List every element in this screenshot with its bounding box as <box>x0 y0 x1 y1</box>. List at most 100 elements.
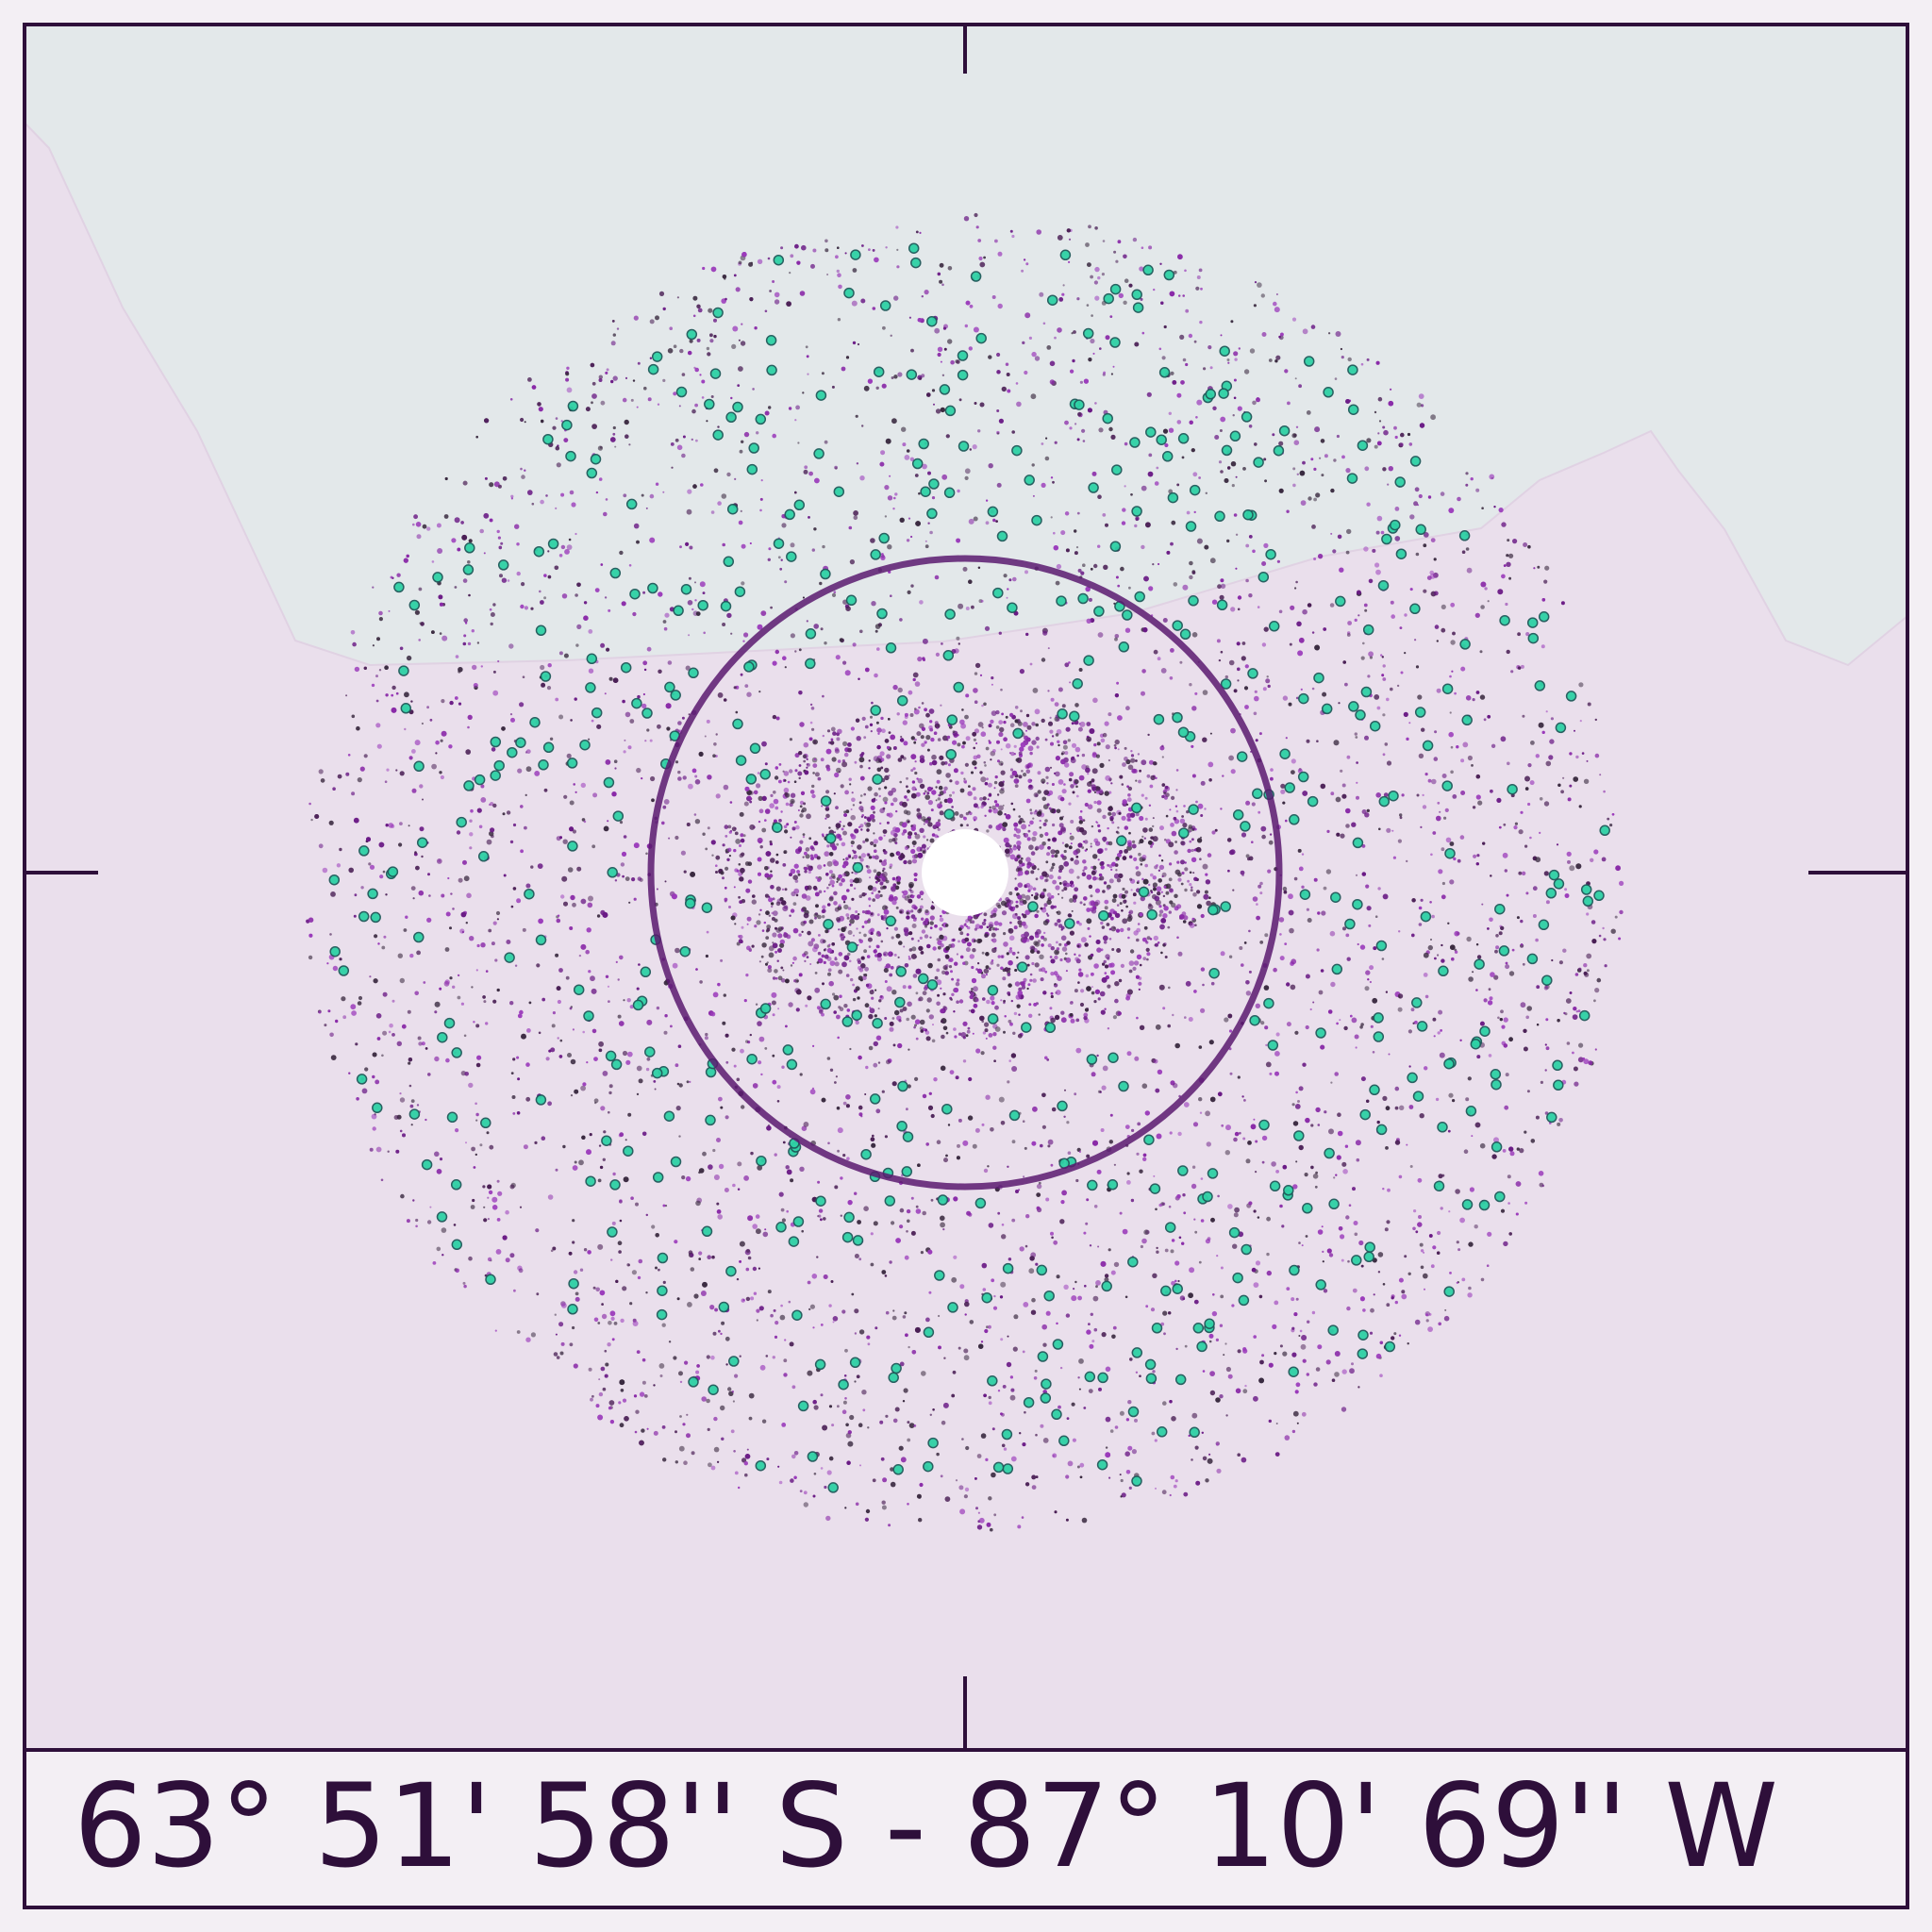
point <box>558 651 563 656</box>
point <box>662 378 666 382</box>
point <box>1440 1207 1443 1210</box>
point <box>1046 803 1050 807</box>
point <box>1254 690 1257 693</box>
point <box>1175 1347 1178 1351</box>
point <box>1287 401 1291 406</box>
point <box>569 1342 574 1347</box>
point <box>723 784 729 791</box>
point <box>927 471 931 475</box>
point <box>910 535 913 539</box>
point <box>1061 841 1064 844</box>
point <box>974 212 978 218</box>
point <box>1065 1518 1069 1522</box>
point <box>1505 961 1508 965</box>
point <box>1535 1115 1540 1120</box>
point <box>1562 948 1567 953</box>
point <box>724 897 728 902</box>
point <box>957 1143 960 1148</box>
point <box>1039 844 1044 850</box>
point <box>1032 688 1039 693</box>
point <box>590 1397 593 1402</box>
point <box>1569 784 1573 788</box>
point <box>893 375 898 379</box>
point <box>863 736 867 740</box>
point <box>1058 743 1060 747</box>
point <box>599 1165 604 1170</box>
point <box>1326 1248 1332 1254</box>
point <box>1472 971 1474 974</box>
point <box>598 477 603 481</box>
point <box>1295 1091 1298 1094</box>
point <box>414 609 420 615</box>
point <box>1260 1021 1265 1025</box>
point <box>747 1215 754 1222</box>
point <box>1521 871 1526 875</box>
point <box>1506 561 1511 567</box>
point <box>416 950 421 956</box>
point <box>872 887 877 892</box>
point <box>1144 817 1148 821</box>
point <box>919 936 923 941</box>
point <box>1174 841 1177 843</box>
point <box>771 905 774 908</box>
point <box>1051 1236 1054 1240</box>
point <box>1076 754 1079 758</box>
point <box>983 919 987 922</box>
point <box>895 809 898 813</box>
point <box>910 769 914 773</box>
point <box>1125 803 1129 807</box>
point <box>613 1322 618 1325</box>
point <box>899 1208 905 1213</box>
point <box>831 385 835 389</box>
point <box>641 1380 646 1385</box>
point <box>888 812 893 818</box>
point <box>915 1205 919 1208</box>
point <box>908 956 910 958</box>
point <box>743 1461 748 1466</box>
point <box>1232 889 1235 891</box>
point <box>758 1036 765 1042</box>
point <box>1220 1266 1224 1270</box>
point <box>1189 1267 1195 1274</box>
point <box>764 410 770 416</box>
point <box>444 947 450 952</box>
point <box>739 1241 745 1247</box>
point <box>1543 986 1549 991</box>
point <box>623 750 626 754</box>
point <box>1054 854 1058 858</box>
point <box>1199 836 1203 839</box>
point <box>1113 873 1120 879</box>
point <box>899 780 902 784</box>
point <box>870 1262 874 1267</box>
point <box>734 477 737 480</box>
point <box>907 590 911 595</box>
point <box>880 915 884 919</box>
point <box>566 387 573 393</box>
point <box>1467 755 1473 761</box>
point <box>1158 905 1162 908</box>
point <box>622 1286 627 1291</box>
point <box>836 737 841 741</box>
point <box>1457 1248 1461 1252</box>
point <box>1207 853 1212 858</box>
point <box>1169 1131 1173 1135</box>
point <box>1586 759 1589 762</box>
point <box>480 665 483 668</box>
point <box>619 821 624 824</box>
point <box>1590 858 1594 862</box>
point <box>1472 806 1476 809</box>
point <box>1313 467 1317 471</box>
point <box>1126 1172 1130 1175</box>
point <box>1216 1442 1219 1446</box>
point <box>939 917 944 923</box>
point <box>1315 1367 1321 1372</box>
point <box>702 266 706 271</box>
point <box>806 813 811 820</box>
point <box>1342 1169 1348 1174</box>
point <box>1230 769 1236 774</box>
point <box>1086 1198 1090 1202</box>
point <box>1382 425 1386 429</box>
point <box>1244 705 1249 709</box>
point <box>1014 887 1019 891</box>
